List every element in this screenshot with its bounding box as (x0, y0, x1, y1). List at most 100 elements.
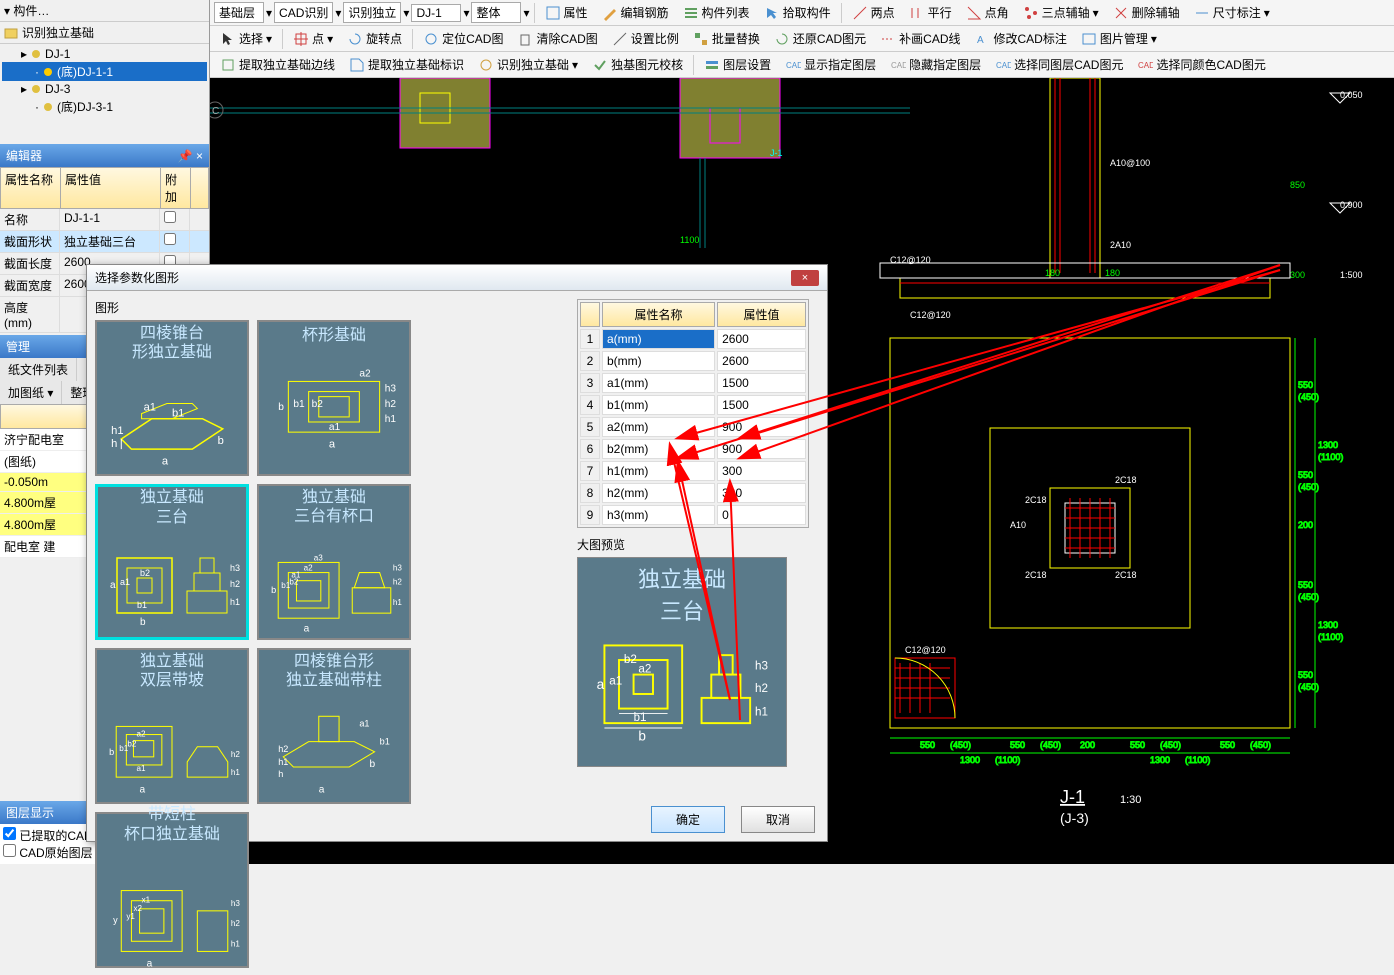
dialog-close-button[interactable]: × (791, 270, 819, 286)
svg-text:1300: 1300 (1318, 620, 1338, 630)
btn-three-aux[interactable]: 三点辅轴▾ (1017, 2, 1105, 23)
dropdown-whole[interactable]: 整体 (471, 2, 521, 23)
svg-text:b1: b1 (380, 737, 390, 747)
tree-item[interactable]: · (底)DJ-3-1 (2, 97, 207, 116)
component-tree[interactable]: ▸ DJ-1· (底)DJ-1-1▸ DJ-3· (底)DJ-3-1 (0, 44, 209, 144)
param-row[interactable]: 4b1(mm)1500 (580, 395, 806, 415)
btn-batch-replace[interactable]: 批量替换 (687, 28, 766, 49)
clear-icon (517, 31, 533, 47)
btn-recognize[interactable]: 识别独立基础▾ (472, 54, 584, 75)
tab-filelist[interactable]: 纸文件列表 (0, 358, 77, 381)
shape-card[interactable]: 四棱锥台形独立基础带柱a1b1h2h1hab (257, 648, 411, 804)
btn-locate-cad[interactable]: 定位CAD图 (417, 28, 509, 49)
svg-text:a1: a1 (120, 577, 130, 587)
shape-card[interactable]: 独立基础三台aa1b2b1bh1h2h3 (95, 484, 249, 640)
btn-point-angle[interactable]: 点角 (960, 2, 1015, 23)
btn-point[interactable]: 点▾ (287, 28, 339, 49)
chk-extracted[interactable]: 已提取的CAD (3, 829, 93, 843)
btn-extract-edge[interactable]: 提取独立基础边线 (214, 54, 341, 75)
param-row[interactable]: 9h3(mm)0 (580, 505, 806, 525)
btn-select[interactable]: 选择▾ (214, 28, 278, 49)
tree-item[interactable]: ▸ DJ-1 (2, 46, 207, 62)
btn-edit-rebar[interactable]: 编辑钢筋 (596, 2, 675, 23)
ok-button[interactable]: 确定 (651, 806, 725, 833)
svg-text:(450): (450) (1298, 482, 1319, 492)
chk-original[interactable]: CAD原始图层 (3, 846, 93, 860)
btn-hide-layer[interactable]: CAD隐藏指定图层 (884, 54, 987, 75)
btn-mod-cad-annot[interactable]: A修改CAD标注 (969, 28, 1073, 49)
svg-text:x1: x1 (142, 896, 151, 905)
btn-clear-cad[interactable]: 清除CAD图 (511, 28, 603, 49)
param-row[interactable]: 5a2(mm)900 (580, 417, 806, 437)
cancel-button[interactable]: 取消 (741, 806, 815, 833)
btn-two-point[interactable]: 两点 (846, 2, 901, 23)
svg-text:a1: a1 (136, 764, 146, 773)
btn-sel-same-color[interactable]: CAD选择同颜色CAD图元 (1131, 54, 1271, 75)
btn-props[interactable]: 属性 (539, 2, 594, 23)
btn-show-layer[interactable]: CAD显示指定图层 (779, 54, 882, 75)
btn-pick-comp[interactable]: 拾取构件 (758, 2, 837, 23)
svg-text:b: b (638, 729, 646, 744)
svg-text:h2: h2 (231, 919, 241, 928)
svg-text:(450): (450) (1298, 682, 1319, 692)
svg-text:b2: b2 (624, 653, 637, 666)
btn-parallel[interactable]: 平行 (903, 2, 958, 23)
shape-card[interactable]: 独立基础双层带坡bb1b2a2a1ah1h2 (95, 648, 249, 804)
svg-text:h1: h1 (111, 425, 123, 437)
svg-text:b1: b1 (172, 408, 184, 420)
svg-text:1:30: 1:30 (1120, 794, 1141, 806)
dropdown-rec-indep[interactable]: 识别独立 (343, 2, 401, 23)
svg-text:(450): (450) (1160, 740, 1181, 750)
svg-text:h2: h2 (231, 750, 241, 759)
toolbar-edit: 选择▾ 点▾ 旋转点 定位CAD图 清除CAD图 设置比例 批量替换 还原CAD… (210, 26, 1394, 52)
tree-item[interactable]: ▸ DJ-3 (2, 81, 207, 97)
shape-section-label: 图形 (95, 299, 569, 316)
btn-sel-same-layer[interactable]: CAD选择同图层CAD图元 (989, 54, 1129, 75)
param-row[interactable]: 3a1(mm)1500 (580, 373, 806, 393)
btn-layer-set[interactable]: 图层设置 (698, 54, 777, 75)
dropdown-layer[interactable]: 基础层 (214, 2, 264, 23)
btn-comp-list[interactable]: 构件列表 (677, 2, 756, 23)
btn-set-scale[interactable]: 设置比例 (606, 28, 685, 49)
prop-row[interactable]: 截面形状独立基础三台 (0, 231, 209, 253)
tab-add-drawing[interactable]: 加图纸 ▾ (0, 381, 62, 404)
preview-box: 独立基础三台 a a1 a2 b2 b1 b h1 h2 h3 (577, 557, 787, 767)
svg-text:h2: h2 (755, 682, 768, 695)
btn-img-mgr[interactable]: 图片管理▾ (1075, 28, 1163, 49)
layerset-icon (704, 57, 720, 73)
btn-del-aux[interactable]: 删除辅轴 (1107, 2, 1186, 23)
svg-text:850: 850 (1290, 180, 1305, 190)
shape-card[interactable]: 带短柱杯口独立基础yy1x2x1ah3h2h1 (95, 812, 249, 968)
dropdown-dj[interactable]: DJ-1 (411, 4, 461, 22)
btn-extract-label[interactable]: 提取独立基础标识 (343, 54, 470, 75)
svg-text:A10: A10 (1010, 520, 1026, 530)
param-row[interactable]: 1a(mm)2600 (580, 329, 806, 349)
dropdown-cad-rec[interactable]: CAD识别 (274, 2, 333, 23)
prop-row[interactable]: 名称DJ-1-1 (0, 209, 209, 231)
btn-elem-check[interactable]: 独基图元校核 (586, 54, 689, 75)
svg-text:a: a (162, 455, 169, 467)
param-row[interactable]: 2b(mm)2600 (580, 351, 806, 371)
svg-text:a1: a1 (329, 422, 341, 433)
svg-text:y1: y1 (126, 912, 135, 921)
shape-card[interactable]: 独立基础三台有杯口bb1b2a1a2a3ah1h2h3 (257, 484, 411, 640)
shape-card[interactable]: 四棱锥台形独立基础h1ha1b1ab (95, 320, 249, 476)
shape-card[interactable]: 杯形基础bb1b2a2h3h2h1a1a (257, 320, 411, 476)
svg-text:b: b (140, 617, 146, 628)
param-row[interactable]: 6b2(mm)900 (580, 439, 806, 459)
param-shape-dialog: 选择参数化图形 × 图形 四棱锥台形独立基础h1ha1b1ab杯形基础bb1b2… (86, 264, 828, 842)
btn-restore-cad[interactable]: 还原CAD图元 (768, 28, 872, 49)
btn-rot-point[interactable]: 旋转点 (341, 28, 408, 49)
svg-text:550: 550 (1298, 580, 1313, 590)
param-table[interactable]: 属性名称 属性值 1a(mm)26002b(mm)26003a1(mm)1500… (577, 299, 809, 528)
svg-text:a: a (304, 623, 310, 633)
img-icon (1081, 31, 1097, 47)
svg-text:h3: h3 (385, 384, 397, 395)
svg-text:b2: b2 (312, 399, 324, 410)
param-row[interactable]: 8h2(mm)300 (580, 483, 806, 503)
btn-dim-annot[interactable]: 尺寸标注▾ (1188, 2, 1276, 23)
btn-fill-cad[interactable]: 补画CAD线 (874, 28, 966, 49)
param-row[interactable]: 7h1(mm)300 (580, 461, 806, 481)
tree-item[interactable]: · (底)DJ-1-1 (2, 62, 207, 81)
svg-text:h2: h2 (278, 744, 288, 754)
